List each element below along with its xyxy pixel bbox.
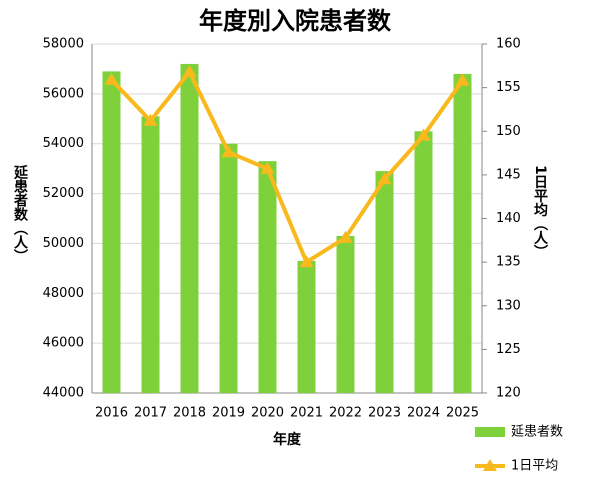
y-tick-label: 44000: [43, 386, 84, 401]
y2-tick-label: 160: [496, 37, 521, 52]
x-tick-label: 2020: [251, 406, 284, 421]
line-marker: [143, 113, 158, 126]
y-tick-label: 50000: [43, 236, 84, 251]
bar: [180, 63, 199, 393]
y2-tick-label: 140: [496, 211, 521, 226]
line-marker: [299, 255, 314, 268]
line-marker: [416, 128, 431, 141]
y-tick-label: 58000: [43, 37, 84, 52]
y-axis-label: 延患者数（人）: [12, 164, 29, 263]
bar: [453, 73, 472, 394]
x-axis-label: 年度: [273, 431, 302, 448]
bar: [102, 71, 121, 394]
x-tick-label: 2023: [368, 406, 401, 421]
line-marker: [182, 64, 197, 77]
x-tick-label: 2021: [290, 406, 323, 421]
y2-axis-label: 1日平均（人）: [532, 165, 549, 259]
y-tick-label: 48000: [43, 286, 84, 301]
y-tick-label: 54000: [43, 136, 84, 151]
x-tick-label: 2016: [95, 406, 128, 421]
line-marker: [338, 230, 353, 243]
y2-tick-label: 145: [496, 167, 521, 182]
x-tick-label: 2017: [134, 406, 167, 421]
y2-tick-label: 150: [496, 124, 521, 139]
x-tick-label: 2022: [329, 406, 362, 421]
legend-swatch: [475, 427, 505, 437]
y-tick-label: 52000: [43, 186, 84, 201]
y-tick-label: 56000: [43, 86, 84, 101]
x-tick-label: 2025: [446, 406, 479, 421]
y2-tick-label: 125: [496, 342, 521, 357]
chart-title: 年度別入院患者数: [199, 7, 392, 35]
bar: [414, 131, 433, 393]
line-marker: [455, 73, 470, 86]
line-marker: [377, 172, 392, 185]
bar: [258, 161, 277, 393]
x-tick-label: 2018: [173, 406, 206, 421]
y2-tick-label: 120: [496, 386, 521, 401]
line-marker: [260, 161, 275, 174]
legend-label: 延患者数: [511, 425, 563, 440]
y2-tick-label: 155: [496, 80, 521, 95]
x-tick-label: 2024: [407, 406, 440, 421]
bar: [336, 235, 355, 393]
line: [110, 69, 465, 265]
line-marker: [104, 72, 119, 85]
bar: [219, 143, 238, 393]
bar: [141, 116, 160, 394]
bar: [375, 171, 394, 393]
y2-tick-label: 135: [496, 255, 521, 270]
legend-marker: [483, 459, 497, 471]
y-tick-label: 46000: [43, 336, 84, 351]
y2-tick-label: 130: [496, 298, 521, 313]
x-tick-label: 2019: [212, 406, 245, 421]
line-marker: [221, 145, 236, 158]
legend-label: 1日平均: [511, 459, 558, 474]
bar: [297, 260, 316, 393]
